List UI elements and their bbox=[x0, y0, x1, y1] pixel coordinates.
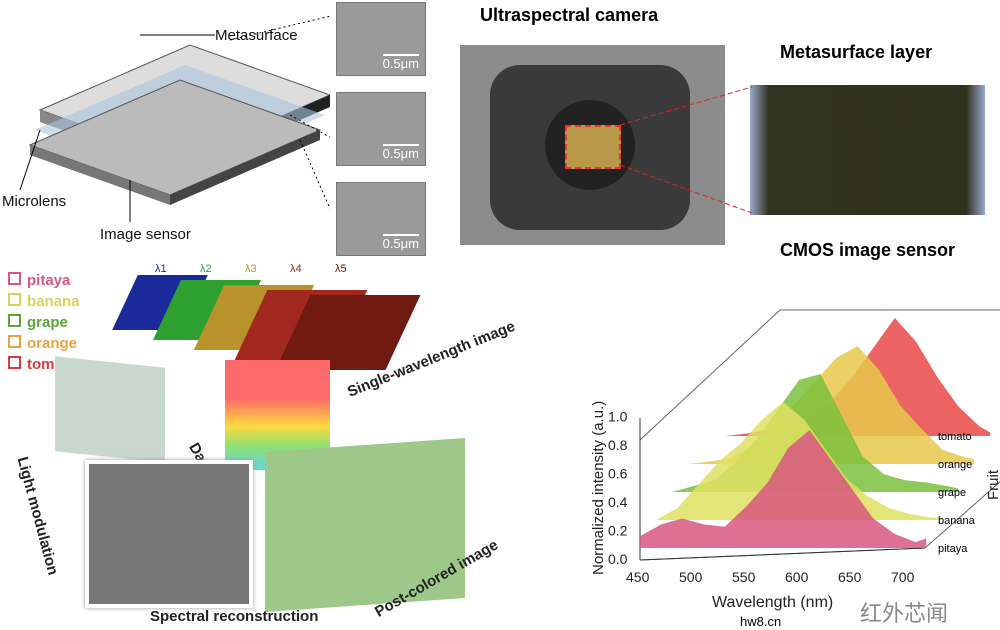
single-wavelength-images: λ1 λ2 λ3 λ4 λ5 bbox=[112, 263, 425, 385]
legend-label: grape bbox=[27, 314, 68, 331]
z-tick-label: orange bbox=[938, 459, 972, 471]
legend-swatch bbox=[8, 293, 21, 306]
z-axis-title: Fruit bbox=[985, 469, 1000, 500]
y-tick-label: 0.6 bbox=[608, 466, 628, 482]
z-tick-label: pitaya bbox=[938, 543, 968, 555]
y-tick-label: 0.8 bbox=[608, 437, 628, 453]
metasurface-device-diagram bbox=[19, 15, 330, 222]
microlens-label: Microlens bbox=[2, 193, 67, 210]
y-axis-title: Normalized intensity (a.u.) bbox=[590, 401, 607, 575]
wavelength-label: λ4 bbox=[290, 263, 302, 275]
watermark-url: hw8.cn bbox=[740, 614, 782, 629]
x-tick-label: 500 bbox=[679, 569, 703, 585]
legend-swatch bbox=[8, 272, 21, 285]
x-tick-label: 700 bbox=[891, 569, 915, 585]
spectral-reconstruction-label: Spectral reconstruction bbox=[150, 608, 319, 625]
zoom-dashed-lines bbox=[620, 86, 753, 214]
legend-item-grape: grape bbox=[8, 312, 80, 333]
y-tick-label: 0.0 bbox=[608, 551, 628, 567]
legend-label: orange bbox=[27, 335, 78, 352]
metasurface-label: Metasurface bbox=[215, 27, 298, 44]
z-tick-label: tomato bbox=[938, 431, 972, 443]
camera-photo bbox=[460, 45, 725, 245]
legend-swatch bbox=[8, 314, 21, 327]
x-tick-label: 600 bbox=[785, 569, 809, 585]
metasurface-layer-label: Metasurface layer bbox=[780, 42, 933, 62]
z-tick-label: banana bbox=[938, 515, 976, 527]
scale-bar: 0.5μm bbox=[382, 144, 419, 161]
legend-label: banana bbox=[27, 293, 80, 310]
x-tick-label: 650 bbox=[838, 569, 862, 585]
legend-item-pitaya: pitaya bbox=[8, 270, 80, 291]
wavelength-label: λ2 bbox=[200, 263, 212, 275]
x-tick-label: 550 bbox=[732, 569, 756, 585]
z-tick-label: grape bbox=[938, 487, 966, 499]
metasurface-photo bbox=[750, 85, 985, 215]
x-axis bbox=[639, 547, 926, 561]
legend-label: pitaya bbox=[27, 272, 71, 289]
scale-bar: 0.5μm bbox=[382, 54, 419, 71]
sem-image-2: 0.5μm bbox=[336, 92, 426, 166]
legend-item-banana: banana bbox=[8, 291, 80, 312]
legend-swatch bbox=[8, 335, 21, 348]
camera-title: Ultraspectral camera bbox=[480, 5, 659, 25]
sem-image-3: 0.5μm bbox=[336, 182, 426, 256]
x-tick-label: 450 bbox=[626, 569, 650, 585]
series-tomato bbox=[704, 318, 991, 436]
modulated-gray-image bbox=[85, 460, 253, 608]
y-tick-label: 1.0 bbox=[608, 409, 628, 425]
legend-item-orange: orange bbox=[8, 333, 80, 354]
wavelength-label: λ1 bbox=[155, 263, 167, 275]
x-axis-title: Wavelength (nm) bbox=[712, 594, 833, 611]
series-pitaya bbox=[640, 430, 927, 548]
wavelength-label: λ3 bbox=[245, 263, 257, 275]
image-sensor-label: Image sensor bbox=[100, 226, 191, 243]
legend-swatch bbox=[8, 356, 21, 369]
watermark: 红外芯闻 bbox=[860, 601, 949, 626]
y-tick-label: 0.4 bbox=[608, 494, 628, 510]
wavelength-label: λ5 bbox=[335, 263, 347, 275]
scale-bar: 0.5μm bbox=[382, 234, 419, 251]
y-tick-label: 0.2 bbox=[608, 523, 628, 539]
cmos-label: CMOS image sensor bbox=[780, 240, 956, 260]
sem-image-1: 0.5μm bbox=[336, 2, 426, 76]
